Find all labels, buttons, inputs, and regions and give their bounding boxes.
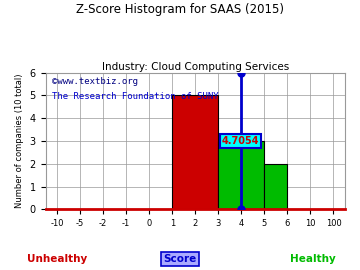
Y-axis label: Number of companies (10 total): Number of companies (10 total) (15, 74, 24, 208)
Bar (172, 95, 218, 209)
Text: ©www.textbiz.org: ©www.textbiz.org (51, 77, 138, 86)
Bar (218, 141, 264, 209)
Bar (264, 164, 287, 209)
Text: Score: Score (163, 254, 197, 264)
Text: Z-Score Histogram for SAAS (2015): Z-Score Histogram for SAAS (2015) (76, 3, 284, 16)
Text: The Research Foundation of SUNY: The Research Foundation of SUNY (51, 92, 218, 101)
Text: Unhealthy: Unhealthy (27, 254, 88, 264)
Text: Healthy: Healthy (290, 254, 336, 264)
Title: Industry: Cloud Computing Services: Industry: Cloud Computing Services (102, 62, 289, 72)
Text: 4.7054: 4.7054 (221, 136, 259, 146)
